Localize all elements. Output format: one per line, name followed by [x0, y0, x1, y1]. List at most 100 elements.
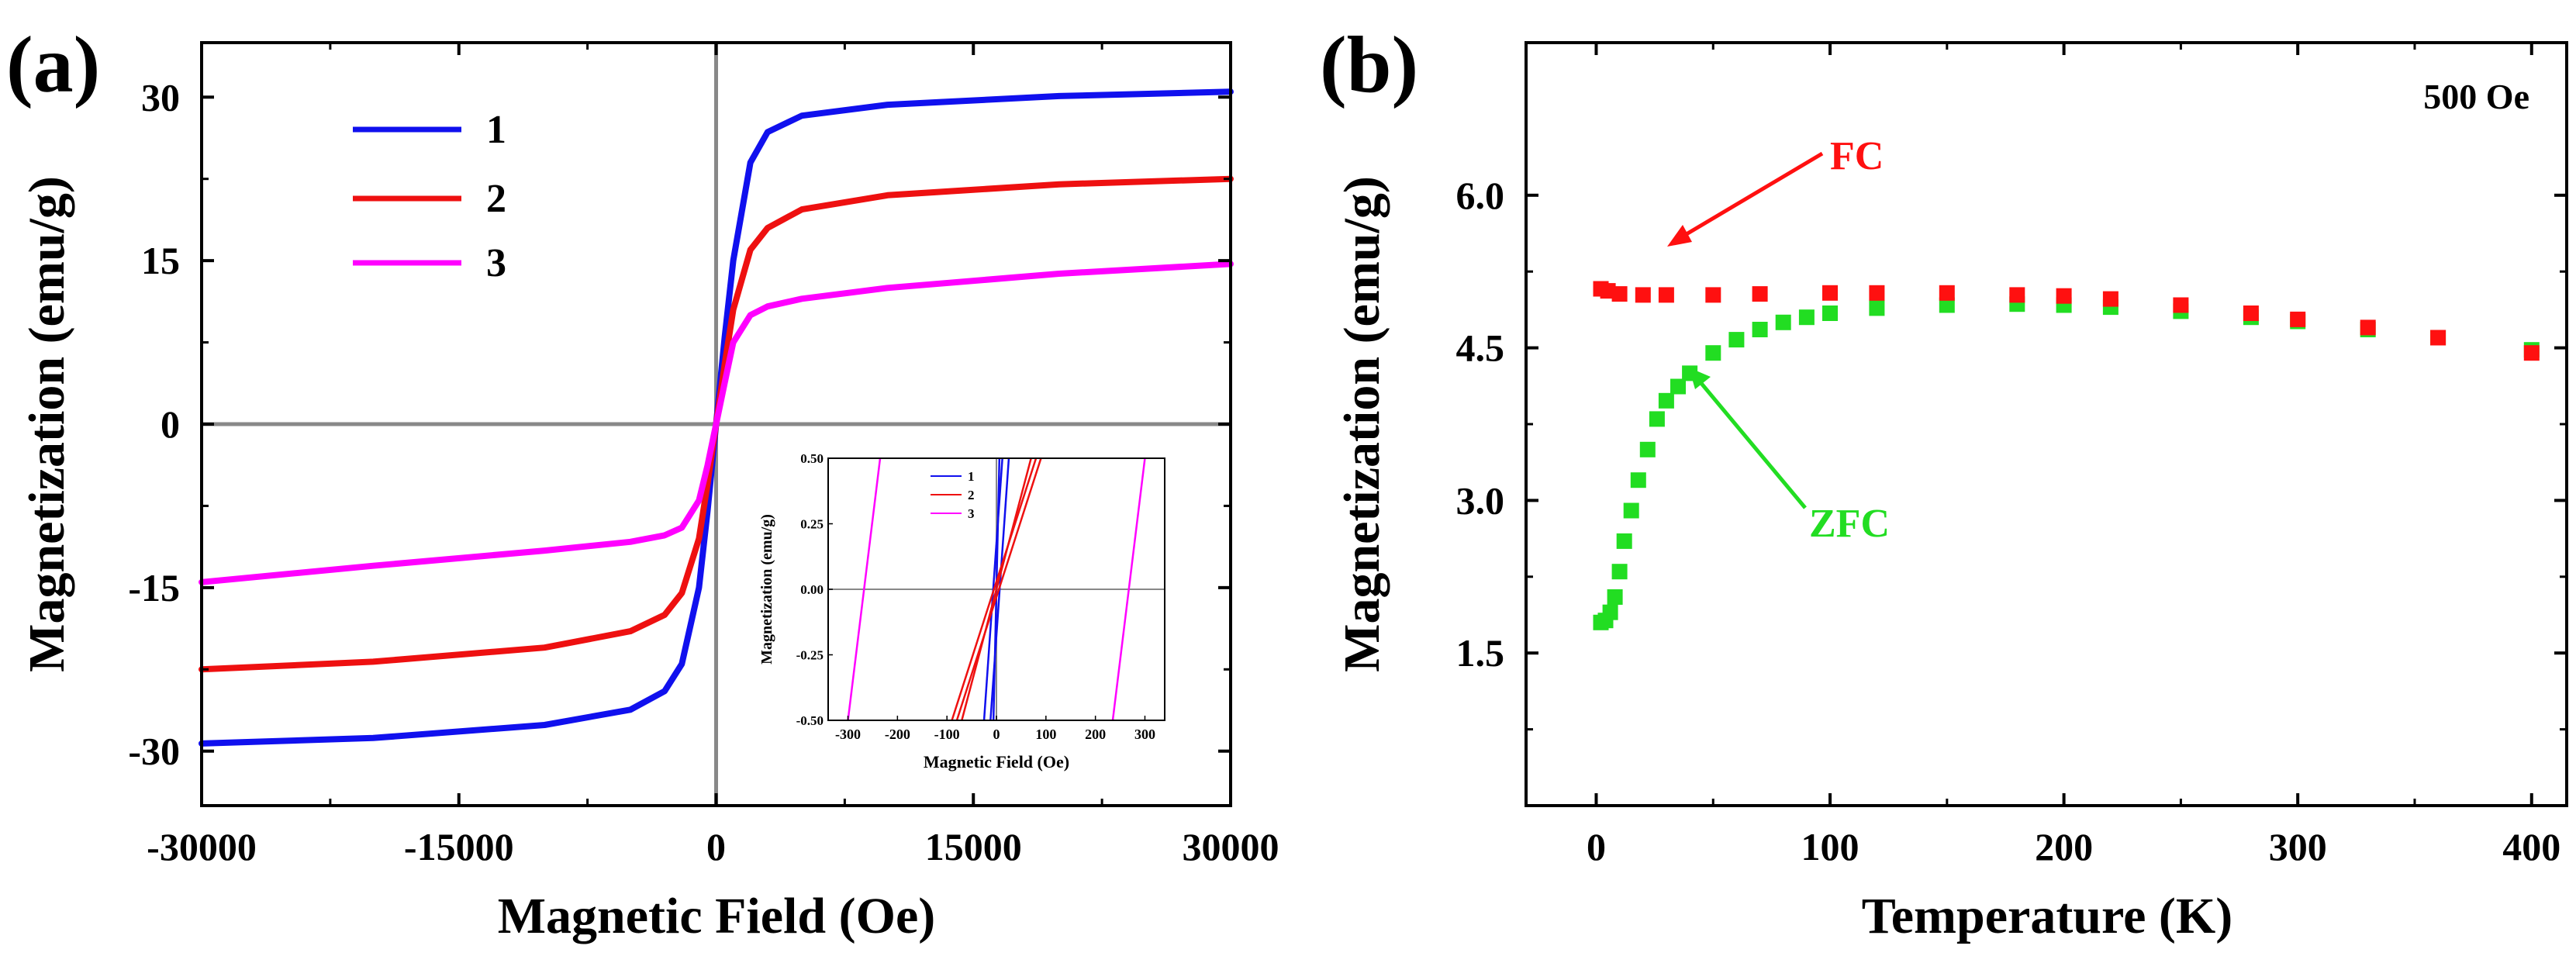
x-tick-label: 200 [2035, 825, 2093, 868]
panel-b-y-axis-label: Magnetization (emu/g) [1334, 176, 1390, 672]
zfc-point [1602, 604, 1618, 620]
x-tick-label: -15000 [404, 825, 514, 868]
zfc-point [1798, 309, 1815, 326]
zfc-annotation: ZFC [1689, 368, 1890, 546]
fc-point [2056, 288, 2072, 304]
fc-point [1705, 287, 1721, 303]
panel-b: (b) 0 100 200 300 400 1.5 3.0 4.5 6.0 Temperatu… [1320, 20, 2568, 944]
inset-x-tick-label: -200 [885, 727, 910, 742]
fc-annotation: FC [1667, 134, 1884, 247]
zfc-point [1869, 300, 1885, 316]
inset-series-3-line [1111, 457, 1146, 721]
zfc-point [1775, 314, 1791, 330]
zfc-point [1649, 411, 1665, 427]
inset-series-2-line [951, 457, 1038, 721]
fc-point [2102, 291, 2118, 307]
panel-a-label: (a) [6, 20, 100, 109]
fc-point [2290, 311, 2306, 327]
zfc-point [1616, 533, 1632, 549]
inset-x-axis-label: Magnetic Field (Oe) [924, 752, 1069, 772]
zfc-point [1611, 564, 1628, 580]
panel-a-y-axis-label: Magnetization (emu/g) [19, 176, 75, 672]
inset-x-tick-label: 200 [1085, 727, 1106, 742]
inset-legend-label-1: 1 [968, 469, 975, 484]
fc-point [1822, 285, 1838, 301]
y-tick-label: 6.0 [1456, 174, 1505, 217]
fc-point [1869, 285, 1885, 301]
zfc-point [1822, 305, 1838, 321]
panel-b-x-axis-label: Temperature (K) [1862, 888, 2232, 944]
fc-point [1635, 287, 1651, 303]
zfc-annotation-label: ZFC [1809, 502, 1890, 546]
field-label: 500 Oe [2423, 77, 2529, 116]
fc-point [1752, 286, 1768, 302]
series-3-line [199, 261, 1234, 585]
fc-point [1939, 285, 1955, 301]
panel-b-label: (b) [1320, 20, 1418, 109]
x-tick-label: 400 [2502, 825, 2560, 868]
y-tick-label: -15 [128, 566, 180, 609]
y-tick-label: 3.0 [1456, 478, 1505, 522]
inset-legend: 1 2 3 [931, 469, 975, 521]
y-tick-label: 4.5 [1456, 326, 1505, 370]
zfc-point [1639, 441, 1656, 457]
inset-y-tick-label: 0.25 [800, 517, 824, 532]
zfc-point [1630, 472, 1646, 488]
x-tick-label: 100 [1801, 825, 1859, 868]
fc-point [1611, 286, 1628, 302]
panel-a: (a) -30000 -15000 0 15000 30000 -30-1501530 … [6, 20, 1279, 944]
x-tick-label: 0 [706, 825, 726, 868]
inset-x-tick-label: -300 [835, 727, 861, 742]
y-tick-label: -30 [128, 730, 180, 773]
fc-point [2243, 305, 2259, 321]
inset-y-axis-label: Magnetization (emu/g) [758, 514, 775, 665]
fc-annotation-label: FC [1830, 134, 1884, 178]
inset-y-tick-label: 0.00 [800, 582, 824, 597]
zfc-annotation-arrow [1698, 380, 1807, 509]
inset-y-tick-label: 0.50 [800, 451, 824, 466]
inset-x-tick-label: 300 [1134, 727, 1155, 742]
zfc-point [1607, 589, 1623, 605]
inset-y-tick-label: -0.50 [796, 713, 824, 728]
x-tick-label: 15000 [925, 825, 1022, 868]
inset-series-2-line [961, 457, 1032, 721]
y-tick-label: 0 [161, 402, 180, 446]
fc-point [2009, 287, 2025, 303]
zfc-point [1670, 378, 1686, 395]
legend-label-3: 3 [486, 241, 506, 285]
zfc-point [1705, 345, 1721, 361]
x-tick-label: 300 [2269, 825, 2327, 868]
inset-x-tick-label: -100 [934, 727, 960, 742]
fc-point [2173, 297, 2189, 313]
zfc-point [1728, 332, 1745, 348]
inset-y-tick-label: -0.25 [796, 648, 824, 663]
inset-legend-label-3: 3 [968, 506, 975, 521]
zfc-arrowhead [1689, 368, 1711, 389]
fc-annotation-arrow [1680, 151, 1824, 240]
x-tick-label: 30000 [1183, 825, 1279, 868]
fc-point [2523, 345, 2540, 361]
inset-series-3-line [847, 457, 882, 721]
x-tick-label: -30000 [147, 825, 257, 868]
inset-legend-label-2: 2 [968, 488, 975, 502]
zfc-point [1658, 392, 1674, 409]
fc-arrowhead [1667, 225, 1692, 247]
inset-series-2-line [955, 457, 1042, 721]
fc-point [1658, 287, 1674, 303]
panel-a-inset: -300 -200 -100 0 100 200 300 -0.50 -0.25 0.00 0.2… [758, 451, 1165, 772]
zfc-point [1623, 502, 1639, 519]
y-tick-label: 30 [141, 75, 180, 119]
legend-label-1: 1 [486, 108, 506, 152]
zfc-point [1939, 297, 1955, 313]
fc-point [2360, 319, 2376, 336]
panel-a-x-axis-label: Magnetic Field (Oe) [498, 888, 935, 944]
panel-a-legend: 1 2 3 [353, 108, 506, 285]
fc-point [2430, 330, 2447, 346]
x-tick-label: 0 [1587, 825, 1606, 868]
inset-x-tick-label: 0 [993, 727, 1000, 742]
y-tick-label: 1.5 [1456, 631, 1505, 675]
zfc-point [1752, 322, 1768, 337]
inset-x-tick-label: 100 [1035, 727, 1056, 742]
